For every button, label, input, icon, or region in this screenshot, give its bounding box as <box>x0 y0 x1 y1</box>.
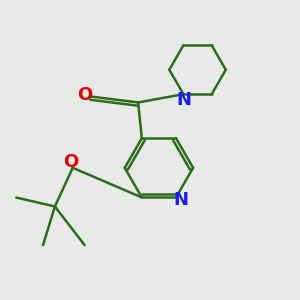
Text: N: N <box>176 91 191 109</box>
Text: O: O <box>78 86 93 104</box>
Text: N: N <box>174 191 189 209</box>
Text: O: O <box>64 154 79 172</box>
